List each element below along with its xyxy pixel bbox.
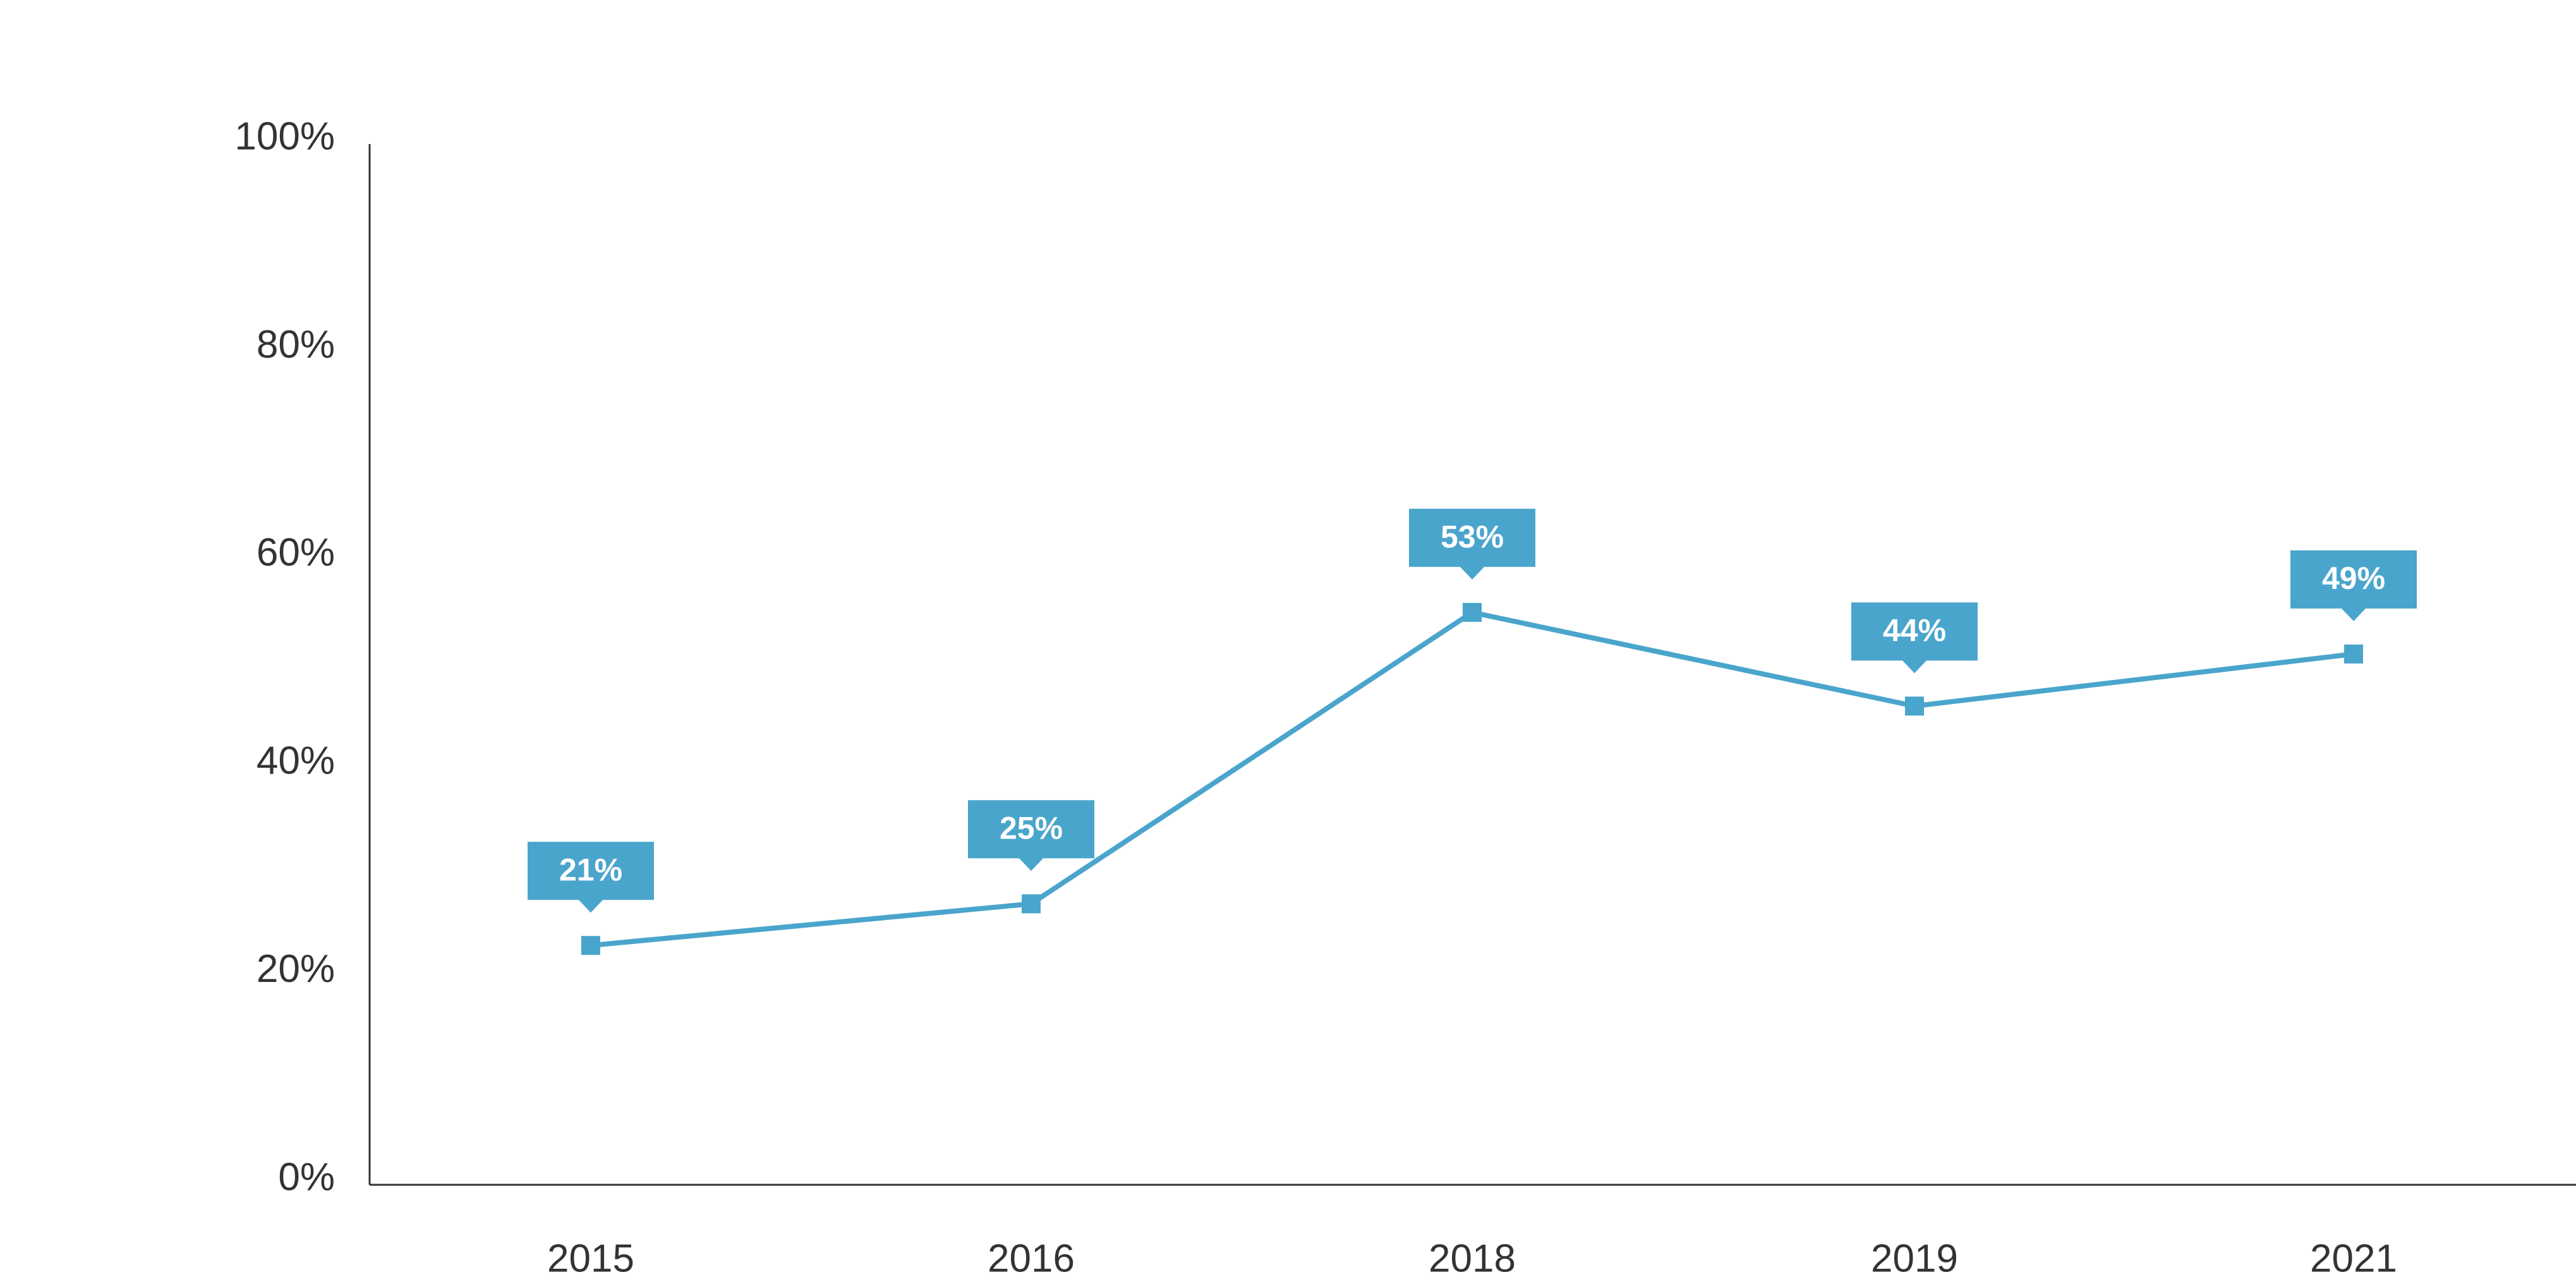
x-tick-label: 2019	[1871, 1237, 1958, 1280]
data-point-marker	[581, 936, 600, 955]
data-point-marker	[2344, 645, 2363, 664]
x-tick-label: 2021	[2310, 1237, 2397, 1280]
y-tick-label: 0%	[278, 1155, 335, 1199]
data-label-pointer	[578, 899, 603, 913]
data-label-pointer	[1019, 857, 1044, 871]
series-line-layer	[581, 603, 2363, 955]
data-label-callout: 25%	[968, 800, 1094, 871]
data-label-pointer	[1460, 566, 1485, 580]
x-tick-label: 2018	[1429, 1237, 1516, 1280]
y-tick-label: 40%	[257, 739, 335, 783]
x-tick-label: 2015	[547, 1237, 634, 1280]
data-label: 49%	[2322, 560, 2385, 596]
data-point-marker	[1022, 894, 1041, 914]
series-line	[588, 610, 2356, 948]
data-label-pointer	[1902, 660, 1927, 674]
data-label-box	[1409, 509, 1535, 567]
data-label: 25%	[1000, 811, 1063, 846]
data-point-marker	[1905, 696, 1924, 716]
axes	[368, 144, 2576, 1186]
data-label-callout: 53%	[1409, 509, 1535, 580]
data-label-callout: 44%	[1851, 602, 1978, 674]
data-label-callout: 49%	[2290, 550, 2417, 622]
data-point-marker	[1463, 603, 1482, 622]
data-label-box	[1851, 602, 1978, 661]
data-label-pointer	[2341, 608, 2366, 622]
y-tick-labels: 0% 20% 40% 60% 80% 100%	[234, 114, 335, 1199]
data-labels: 21% 25% 53% 44% 49%	[528, 509, 2417, 913]
data-label: 21%	[559, 852, 622, 887]
y-tick-label: 20%	[257, 947, 335, 991]
y-tick-label: 80%	[257, 323, 335, 366]
y-tick-label: 60%	[257, 531, 335, 574]
data-label-box	[528, 842, 654, 900]
data-label-callout: 21%	[528, 842, 654, 913]
data-label: 53%	[1441, 519, 1504, 554]
data-label: 44%	[1883, 613, 1946, 648]
y-tick-label: 100%	[234, 114, 335, 158]
x-tick-labels: 2015 2016 2018 2019 2021	[547, 1237, 2397, 1280]
data-label-box	[2290, 550, 2417, 609]
data-label-box	[968, 800, 1094, 859]
x-tick-label: 2016	[988, 1237, 1075, 1280]
